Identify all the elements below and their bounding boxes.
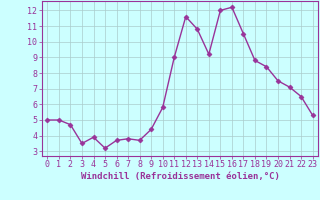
X-axis label: Windchill (Refroidissement éolien,°C): Windchill (Refroidissement éolien,°C) xyxy=(81,172,279,181)
